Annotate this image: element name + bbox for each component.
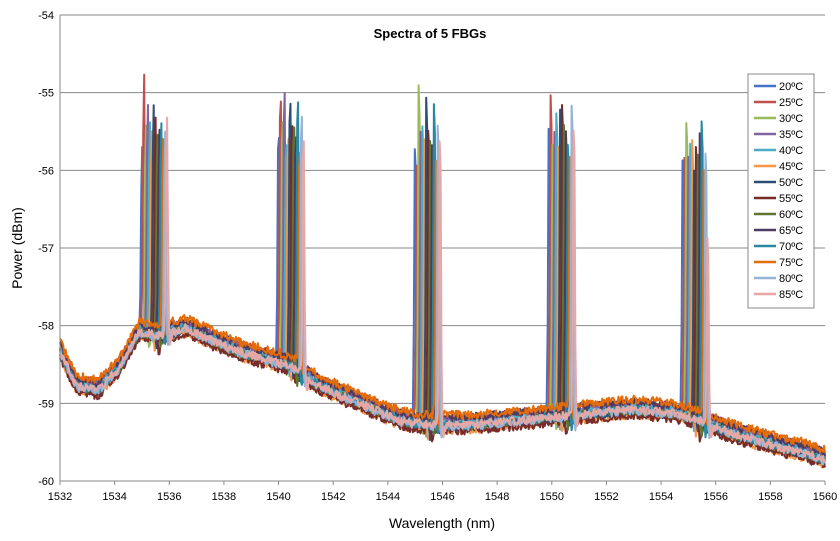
legend-box xyxy=(747,73,815,309)
y-tick-label: -57 xyxy=(38,243,54,255)
x-tick-label: 1546 xyxy=(430,491,454,503)
x-tick-label: 1536 xyxy=(157,491,181,503)
legend-label: 45ºC xyxy=(779,161,803,173)
y-tick-label: -55 xyxy=(38,88,54,100)
x-tick-label: 1534 xyxy=(102,491,126,503)
legend-label: 35ºC xyxy=(779,129,803,141)
x-tick-label: 1548 xyxy=(485,491,509,503)
y-tick-label: -58 xyxy=(38,321,54,333)
x-tick-label: 1556 xyxy=(703,491,727,503)
x-tick-label: 1542 xyxy=(321,491,345,503)
legend-label: 80ºC xyxy=(779,273,803,285)
chart-title: Spectra of 5 FBGs xyxy=(374,26,487,41)
x-tick-label: 1550 xyxy=(540,491,564,503)
series-line-85ºC xyxy=(59,116,826,463)
legend-label: 20ºC xyxy=(779,81,803,93)
y-tick-label: -59 xyxy=(38,398,54,410)
series-lines xyxy=(59,73,826,469)
legend: 20ºC 25ºC 30ºC 35ºC 40ºC 45ºC 50ºC 55ºC 60ºC 65ºC… xyxy=(747,73,815,309)
legend-label: 50ºC xyxy=(779,177,803,189)
legend-label: 55ºC xyxy=(779,193,803,205)
x-tick-label: 1532 xyxy=(48,491,72,503)
x-tick-label: 1544 xyxy=(376,491,400,503)
legend-label: 70ºC xyxy=(779,241,803,253)
legend-label: 25ºC xyxy=(779,97,803,109)
x-tick-label: 1540 xyxy=(266,491,290,503)
x-tick-label: 1554 xyxy=(649,491,673,503)
y-axis-title: Power (dBm) xyxy=(9,207,25,289)
legend-label: 85ºC xyxy=(779,289,803,301)
axes: -60 -59 -58 -57 -56 -55 -54 1532 1534 1536 1538 154… xyxy=(38,10,837,503)
legend-label: 65ºC xyxy=(779,225,803,237)
y-tick-label: -60 xyxy=(38,476,54,488)
x-tick-label: 1552 xyxy=(594,491,618,503)
x-tick-label: 1538 xyxy=(212,491,236,503)
legend-label: 60ºC xyxy=(779,209,803,221)
x-tick-label: 1560 xyxy=(813,491,837,503)
legend-label: 30ºC xyxy=(779,113,803,125)
y-tick-label: -54 xyxy=(38,10,54,22)
x-axis-title: Wavelength (nm) xyxy=(389,515,495,531)
legend-label: 40ºC xyxy=(779,145,803,157)
y-tick-label: -56 xyxy=(38,165,54,177)
legend-label: 75ºC xyxy=(779,257,803,269)
x-tick-label: 1558 xyxy=(758,491,782,503)
